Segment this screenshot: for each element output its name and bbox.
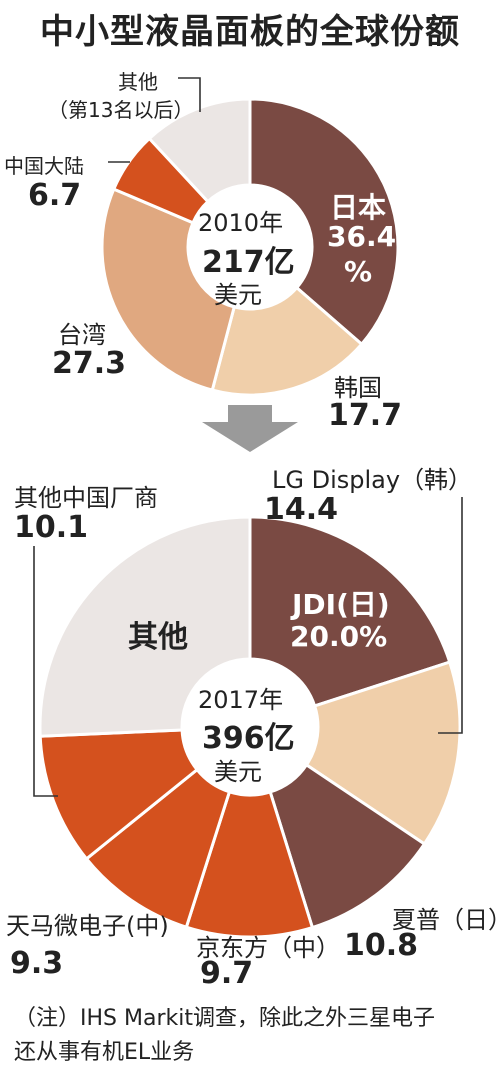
pie1-value-korea: 17.7 <box>328 398 403 433</box>
pie2-value-lg: 14.4 <box>264 492 339 527</box>
pie2-value-boe: 9.7 <box>200 956 254 991</box>
leader-lines <box>33 77 463 797</box>
pie2-label-sharp: 夏普（日） <box>392 906 500 934</box>
pie1-label-other: 其他 <box>118 70 158 94</box>
pie2-slice-0 <box>248 515 452 708</box>
pie2-label-tianma: 天马微电子(中) <box>6 912 169 940</box>
pie1-value-china: 6.7 <box>28 178 82 213</box>
pie1-center-year: 2010年 <box>198 209 284 237</box>
pie2-label-other-china: 其他中国厂商 <box>14 484 158 512</box>
pie-2010 <box>100 97 400 397</box>
pie1-label-china: 中国大陆 <box>4 154 84 178</box>
pie1-slice-4 <box>147 97 252 204</box>
pie2-value-jdi: 20.0% <box>290 620 388 653</box>
pie1-slice-0 <box>248 97 400 347</box>
pie2-label-jdi: JDI(日) <box>292 588 390 621</box>
pie2-label-boe: 京东方（中） <box>196 934 340 962</box>
pie2-slice-2 <box>268 762 427 930</box>
footnote: （注）IHS Markit调查，除此之外三星电子 还从事有机EL业务 <box>14 1002 494 1070</box>
pie2-slice-5 <box>38 728 200 861</box>
pie2-value-tianma: 9.3 <box>10 946 64 981</box>
pie1-value-taiwan: 27.3 <box>52 346 127 381</box>
pie1-slice-1 <box>210 285 364 397</box>
pie1-label-korea: 韩国 <box>334 374 382 402</box>
pie1-value-japan: 36.4 <box>327 220 397 253</box>
footnote-line-2: 还从事有机EL业务 <box>14 1040 195 1065</box>
chart-title: 中小型液晶面板的全球份额 <box>40 12 460 52</box>
pie1-label-other-sub: （第13名以后） <box>48 98 194 122</box>
pie2-slice-1 <box>304 660 462 847</box>
pie2-center-unit: 美元 <box>214 758 262 786</box>
footnote-line-1: （注）IHS Markit调查，除此之外三星电子 <box>14 1006 435 1031</box>
pie2-value-other-china: 10.1 <box>14 510 89 545</box>
pie2-slice-4 <box>84 767 232 930</box>
down-arrow-icon <box>202 405 298 452</box>
pie2-slice-6 <box>38 515 252 738</box>
pie1-label-taiwan: 台湾 <box>58 321 106 349</box>
pie2-center-total: 396亿 <box>202 721 295 756</box>
pie1-center-total: 217亿 <box>202 245 295 280</box>
pie2-label-lg: LG Display（韩） <box>272 466 473 494</box>
pie1-unit-japan: % <box>344 255 373 288</box>
pie1-label-japan: 日本 <box>330 191 387 224</box>
pie1-slice-2 <box>100 187 237 392</box>
pie2-value-sharp: 10.8 <box>344 928 419 963</box>
pie2-label-other: 其他 <box>128 620 188 655</box>
pie1-center-unit: 美元 <box>214 281 262 309</box>
pie2-center-year: 2017年 <box>198 686 284 714</box>
pie-2017 <box>38 515 462 939</box>
